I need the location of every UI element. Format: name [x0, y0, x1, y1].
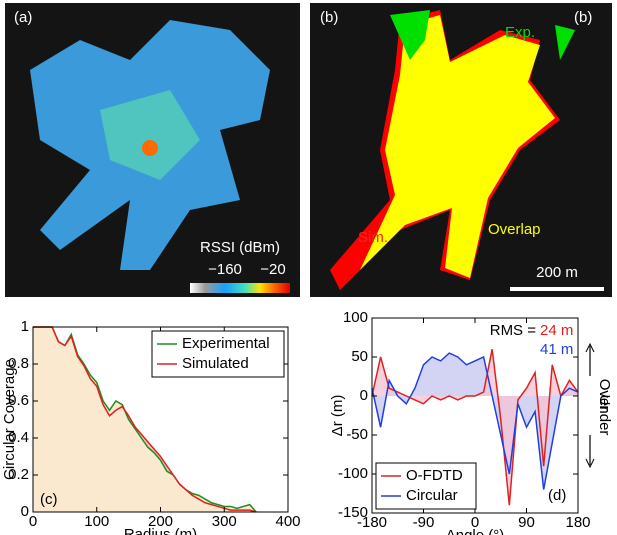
y-tick-label: 0.2 [8, 466, 29, 483]
y-axis-label: Circular Coverage [1, 359, 18, 480]
x-tick-label: 100 [84, 513, 109, 530]
map-label: Sim. [358, 229, 388, 246]
y-tick-label: 0 [21, 503, 29, 520]
y-tick-label: 0.4 [8, 429, 29, 446]
annotation: Under [596, 395, 613, 436]
legend-box [151, 330, 285, 378]
map-label: Overlap [488, 221, 541, 238]
series-line [371, 352, 579, 490]
y-tick-label: 1 [21, 318, 29, 335]
map-a: (a) RSSI (dBm) −160 −20 [5, 3, 300, 297]
map-label: Exp. [505, 24, 535, 41]
x-tick-label: 90 [518, 514, 535, 531]
x-tick-label: 0 [471, 514, 479, 531]
series-line [371, 349, 579, 506]
legend-label: Experimental [182, 335, 270, 352]
x-tick-label: 200 [148, 513, 173, 530]
y-tick-label: 0 [360, 387, 368, 404]
annotation: 41 m [540, 341, 573, 358]
annotation: RMS = [490, 322, 537, 339]
y-axis-label: Δr (m) [329, 395, 346, 437]
arrow-head [585, 342, 595, 353]
y-tick-label: -150 [338, 504, 368, 521]
panel-label: (a) [14, 9, 32, 26]
x-tick-label: 180 [565, 514, 590, 531]
colorbar-title: RSSI (dBm) [200, 239, 280, 256]
map-b: (b) (b) Exp. Sim. Overlap 200 m [310, 3, 612, 297]
area [372, 353, 578, 490]
y-tick-label: -100 [338, 465, 368, 482]
series-line [33, 326, 257, 513]
annotation: 24 m [540, 322, 573, 339]
y-tick-label: 50 [351, 348, 368, 365]
annotation: (c) [40, 491, 58, 508]
colorbar-label: −20 [260, 261, 285, 278]
panel-label-text: (b) [574, 9, 592, 26]
annotation: (d) [548, 487, 566, 504]
x-axis-label: Radius (m) [124, 526, 197, 535]
x-axis-label: Angle (°) [446, 527, 505, 535]
legend-label: Circular [406, 487, 458, 504]
colorbar-label: −160 [208, 261, 242, 278]
legend-box [375, 462, 477, 510]
arrow-head [585, 458, 595, 469]
y-tick-label: -50 [346, 426, 368, 443]
y-tick-label: 0.8 [8, 355, 29, 372]
annotation: Over [596, 379, 613, 412]
legend-label: Simulated [182, 355, 249, 372]
x-tick-label: 0 [29, 513, 37, 530]
x-tick-label: 400 [275, 513, 300, 530]
x-tick-label: 300 [212, 513, 237, 530]
y-tick-label: 100 [343, 309, 368, 326]
scale-bar-label: 200 m [536, 264, 578, 281]
x-tick-label: -180 [357, 514, 387, 531]
series-line [33, 326, 257, 513]
x-tick-label: -90 [413, 514, 435, 531]
panel-label: (b) [320, 9, 338, 26]
y-tick-label: 0.6 [8, 392, 29, 409]
legend-label: O-FDTD [406, 467, 463, 484]
